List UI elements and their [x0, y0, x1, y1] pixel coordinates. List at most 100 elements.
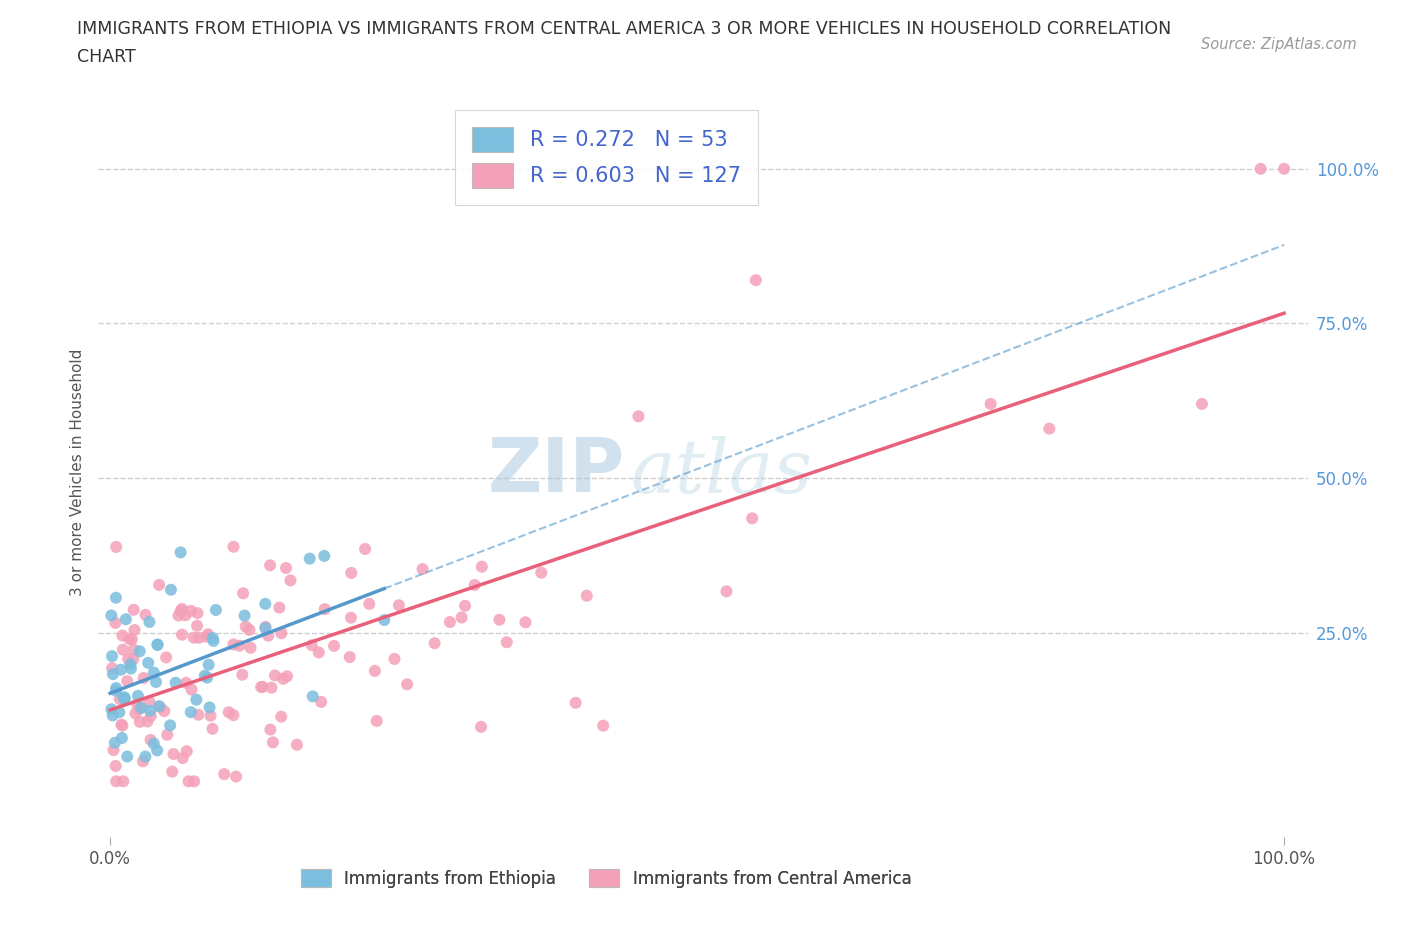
Point [159, 718, 181, 733]
Point [439, 615, 461, 630]
Point [100, 608, 122, 623]
Point [170, 627, 193, 642]
Point [198, 700, 221, 715]
Point [139, 733, 162, 748]
Point [112, 774, 135, 789]
Point [124, 622, 146, 637]
Point [142, 737, 165, 751]
Point [162, 747, 184, 762]
Point [103, 743, 125, 758]
Point [112, 691, 135, 706]
Point [117, 749, 139, 764]
Point [186, 692, 208, 707]
Point [148, 698, 170, 713]
Point [201, 722, 224, 737]
Point [128, 644, 150, 658]
Point [138, 695, 160, 710]
Point [186, 618, 208, 633]
Point [1272, 162, 1295, 177]
Point [138, 615, 160, 630]
Point [183, 774, 205, 789]
Point [148, 578, 170, 592]
Point [339, 650, 361, 665]
Point [110, 717, 132, 732]
Point [271, 671, 294, 686]
Point [454, 598, 477, 613]
Point [259, 723, 281, 737]
Point [323, 638, 346, 653]
Point [111, 628, 134, 643]
Point [121, 631, 143, 646]
Point [301, 689, 323, 704]
Point [575, 589, 598, 604]
Point [118, 631, 141, 646]
Point [167, 608, 190, 623]
Point [515, 615, 537, 630]
Point [124, 706, 146, 721]
Point [160, 582, 183, 597]
Point [111, 718, 134, 733]
Point [129, 700, 152, 715]
Point [1250, 162, 1272, 177]
Point [108, 705, 131, 720]
Point [233, 608, 256, 623]
Point [225, 769, 247, 784]
Text: IMMIGRANTS FROM ETHIOPIA VS IMMIGRANTS FROM CENTRAL AMERICA 3 OR MORE VEHICLES I: IMMIGRANTS FROM ETHIOPIA VS IMMIGRANTS F… [77, 20, 1171, 38]
Point [120, 657, 142, 671]
Point [745, 272, 768, 287]
Point [117, 651, 139, 666]
Point [174, 675, 197, 690]
Point [270, 710, 292, 724]
Point [412, 562, 434, 577]
Point [388, 598, 411, 613]
Point [194, 669, 217, 684]
Point [142, 665, 165, 680]
Point [250, 680, 273, 695]
Point [359, 596, 381, 611]
Point [180, 705, 202, 720]
Point [120, 661, 142, 676]
Point [146, 637, 169, 652]
Point [155, 650, 177, 665]
Point [464, 578, 486, 592]
Point [309, 695, 332, 710]
Point [149, 699, 172, 714]
Point [122, 652, 145, 667]
Point [264, 668, 287, 683]
Point [1191, 396, 1213, 411]
Point [366, 713, 388, 728]
Point [188, 631, 211, 645]
Point [314, 602, 336, 617]
Point [127, 688, 149, 703]
Point [200, 709, 222, 724]
Text: ZIP: ZIP [486, 435, 624, 509]
Point [197, 627, 219, 642]
Point [259, 558, 281, 573]
Point [716, 584, 738, 599]
Point [128, 701, 150, 716]
Point [174, 608, 197, 623]
Point [270, 626, 292, 641]
Point [111, 643, 134, 658]
Point [218, 705, 240, 720]
Point [115, 612, 138, 627]
Point [396, 677, 419, 692]
Point [101, 708, 124, 723]
Point [145, 674, 167, 689]
Point [176, 744, 198, 759]
Point [450, 610, 472, 625]
Point [262, 735, 284, 750]
Point [170, 604, 193, 618]
Point [314, 549, 336, 564]
Point [105, 774, 128, 789]
Point [177, 774, 200, 789]
Point [1038, 421, 1060, 436]
Point [274, 561, 297, 576]
Point [373, 613, 395, 628]
Text: Source: ZipAtlas.com: Source: ZipAtlas.com [1201, 37, 1357, 52]
Point [530, 565, 553, 580]
Point [160, 764, 183, 779]
Point [105, 684, 128, 698]
Point [354, 541, 377, 556]
Point [169, 545, 191, 560]
